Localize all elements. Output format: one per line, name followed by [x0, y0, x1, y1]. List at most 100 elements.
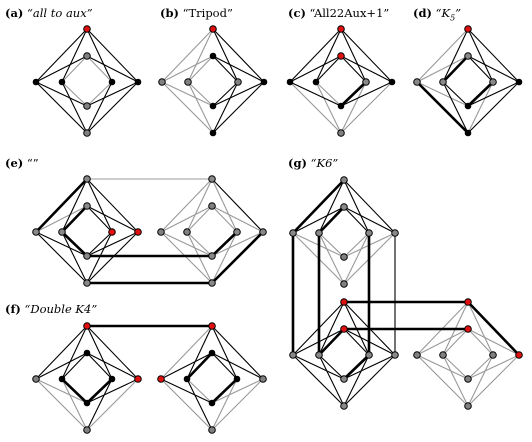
edge-59 [442, 81, 469, 134]
node-77 [315, 351, 323, 359]
edge-81 [160, 178, 213, 233]
node-47 [183, 228, 191, 236]
edge-173 [416, 328, 469, 356]
node-80 [340, 402, 348, 410]
edge-132 [318, 232, 345, 258]
edge-119 [211, 378, 264, 404]
node-20 [388, 78, 396, 86]
edge-48 [339, 80, 368, 108]
edge-99 [86, 378, 139, 431]
edge-94 [211, 178, 264, 233]
edge-159 [343, 354, 396, 380]
edge-6 [86, 28, 139, 83]
edge-36 [315, 81, 342, 134]
edge-121 [211, 352, 238, 380]
edge-141 [343, 179, 370, 234]
node-84 [413, 351, 421, 359]
edge-105 [86, 352, 113, 380]
edge-55 [467, 55, 494, 83]
node-15 [184, 78, 192, 86]
edge-70 [86, 231, 113, 257]
edge-138 [343, 179, 396, 234]
node-3 [134, 78, 142, 86]
edge-126 [160, 378, 213, 404]
node-64 [208, 426, 216, 434]
node-19 [286, 78, 294, 86]
edge-57 [442, 28, 469, 83]
node-59 [183, 375, 191, 383]
edge-12 [86, 81, 113, 134]
node-43 [208, 279, 216, 287]
node-54 [134, 375, 142, 383]
edge-177 [466, 300, 521, 357]
edge-72 [86, 178, 113, 233]
edge-49 [416, 28, 469, 83]
node-28 [439, 78, 447, 86]
edge-44 [289, 55, 342, 83]
edge-133 [343, 232, 370, 258]
edge-20 [187, 81, 214, 107]
edge-37 [340, 81, 367, 134]
caption-d: (d) “K5” [413, 6, 462, 23]
node-25 [464, 25, 472, 33]
node-5 [108, 78, 116, 86]
edge-148 [292, 354, 345, 407]
node-79 [340, 375, 348, 383]
edge-11 [61, 81, 88, 134]
edge-3 [61, 81, 88, 107]
edge-78 [34, 177, 89, 234]
edge-106 [61, 325, 88, 380]
edge-142 [292, 206, 345, 234]
caption-a: (a) “all to aux” [5, 6, 93, 20]
edge-66 [86, 178, 139, 233]
node-33 [83, 175, 91, 183]
node-48 [208, 202, 216, 210]
node-83 [515, 351, 523, 359]
node-76 [391, 351, 399, 359]
node-53 [108, 375, 116, 383]
edge-85 [186, 231, 213, 257]
node-27 [515, 78, 523, 86]
caption-f: (f) “Double K4” [5, 302, 98, 316]
node-36 [58, 228, 66, 236]
edge-30 [212, 81, 239, 134]
edge-9 [61, 28, 88, 83]
edge-171 [442, 354, 469, 407]
edge-157 [292, 354, 345, 380]
edge-27 [212, 55, 239, 83]
node-66 [289, 229, 297, 237]
node-44 [233, 228, 241, 236]
node-69 [315, 229, 323, 237]
node-78 [365, 351, 373, 359]
node-63 [259, 375, 267, 383]
edge-122 [186, 325, 213, 380]
node-32 [464, 129, 472, 137]
edge-145 [317, 205, 346, 235]
node-41 [208, 175, 216, 183]
node-71 [340, 253, 348, 261]
edge-115 [160, 378, 213, 431]
edge-110 [86, 352, 139, 380]
edge-129 [210, 377, 239, 405]
edge-15 [86, 55, 139, 83]
edge-90 [160, 205, 213, 233]
edge-32 [212, 81, 265, 107]
edge-58 [467, 28, 494, 83]
edge-114 [160, 325, 213, 380]
caption-g: (g) “K6” [288, 156, 339, 170]
edge-82 [160, 231, 213, 284]
node-38 [134, 228, 142, 236]
edge-175 [467, 328, 520, 356]
edge-60 [467, 55, 520, 83]
edge-154 [318, 354, 345, 407]
edge-24 [161, 81, 214, 107]
node-45 [259, 228, 267, 236]
node-29 [489, 78, 497, 86]
edge-164 [467, 354, 520, 407]
edge-91 [160, 231, 213, 257]
edge-168 [467, 354, 494, 380]
edge-53 [467, 28, 520, 83]
edge-61 [467, 81, 520, 107]
caption-c: (c) “All22Aux+1” [288, 6, 390, 20]
edge-161 [342, 353, 371, 381]
